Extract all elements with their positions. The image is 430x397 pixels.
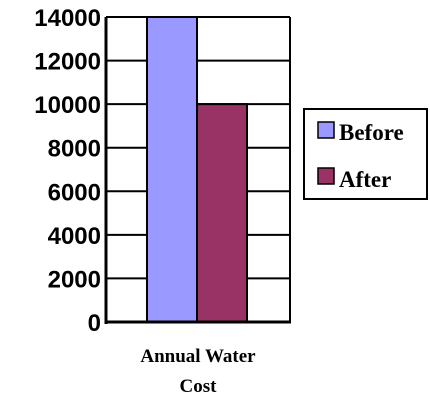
legend-label-after: After	[339, 167, 391, 192]
category-label-line-2: Cost	[180, 376, 218, 397]
legend-swatch-before	[317, 121, 335, 139]
y-tick-label: 12000	[34, 49, 101, 76]
bar-before	[146, 16, 198, 323]
category-label-line-1: Annual Water	[140, 346, 256, 367]
y-tick-label: 4000	[48, 223, 101, 250]
y-tick-label: 2000	[48, 266, 101, 293]
y-tick-label: 14000	[34, 5, 101, 32]
y-tick-label: 6000	[48, 179, 101, 206]
legend-swatch-after	[317, 167, 335, 185]
y-tick-labels: 0 2000 4000 6000 8000 10000 12000 14000	[34, 5, 101, 337]
y-tick-label: 10000	[34, 92, 101, 119]
bar-after	[196, 103, 248, 324]
y-tick-label: 8000	[48, 136, 101, 163]
axes	[104, 17, 291, 324]
legend: Before After	[303, 108, 428, 200]
y-tick-label: 0	[88, 310, 101, 337]
legend-label-before: Before	[339, 120, 404, 145]
bars	[146, 16, 248, 324]
